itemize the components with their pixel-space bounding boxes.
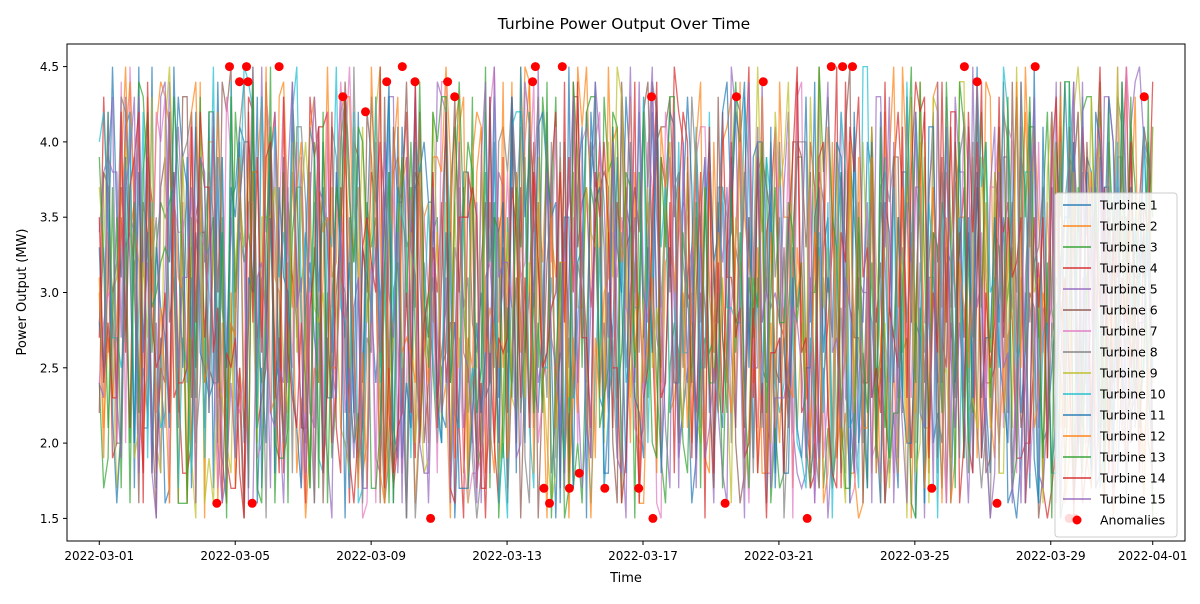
series-line-14	[98, 66, 1154, 519]
anomaly-point-2	[225, 62, 234, 72]
anomaly-point-17	[530, 62, 540, 72]
legend-label-15: Turbine 15	[1099, 492, 1166, 507]
legend-label-2: Turbine 2	[1099, 219, 1158, 234]
y-tick-label: 2.0	[40, 437, 59, 451]
anomaly-point-19	[545, 498, 554, 508]
anomaly-point-28	[731, 92, 741, 102]
y-tick-label: 4.5	[40, 60, 59, 74]
series-line-5	[98, 66, 1154, 519]
anomaly-point-34	[927, 483, 937, 493]
anomaly-point-25	[647, 92, 656, 102]
anomaly-point-35	[959, 62, 969, 72]
legend-box	[1054, 192, 1178, 538]
legend-label-5: Turbine 5	[1099, 282, 1158, 297]
chart-legend: Turbine 1 Turbine 2 Turbine 3 Turbine 4 Turb…	[1054, 192, 1178, 538]
anomaly-point-16	[528, 77, 538, 87]
x-tick-label: 2022-03-01	[64, 549, 134, 563]
x-tick-label: 2022-03-25	[880, 549, 950, 563]
anomaly-point-33	[848, 62, 857, 72]
legend-swatch-anomalies	[1072, 515, 1082, 525]
anomaly-point-13	[426, 513, 436, 523]
legend-label-1: Turbine 1	[1099, 198, 1158, 213]
y-tick-label: 4.0	[40, 135, 59, 149]
anomaly-point-5	[243, 77, 253, 87]
legend-label-13: Turbine 13	[1099, 450, 1166, 465]
anomaly-point-41	[1139, 92, 1149, 102]
anomaly-point-24	[634, 483, 644, 493]
anomaly-point-22	[574, 468, 584, 478]
anomaly-point-1	[212, 498, 222, 508]
legend-label-10: Turbine 10	[1099, 387, 1166, 402]
legend-label-6: Turbine 6	[1099, 303, 1158, 318]
anomaly-point-10	[382, 77, 392, 87]
y-tick-label: 3.0	[40, 286, 59, 300]
anomaly-point-23	[600, 483, 610, 493]
legend-label-14: Turbine 14	[1099, 471, 1166, 486]
x-tick-label: 2022-03-09	[336, 549, 406, 563]
anomaly-point-4	[242, 62, 251, 72]
anomaly-point-31	[826, 62, 836, 72]
anomaly-point-7	[274, 62, 284, 72]
anomaly-point-14	[443, 77, 453, 87]
anomaly-point-27	[720, 498, 730, 508]
legend-label-11: Turbine 11	[1099, 408, 1166, 423]
legend-label-3: Turbine 3	[1099, 240, 1158, 255]
y-axis-label: Power Output (MW)	[15, 229, 30, 356]
anomaly-point-11	[397, 62, 407, 72]
anomaly-point-29	[758, 77, 768, 87]
anomaly-point-36	[972, 77, 982, 87]
legend-label-8: Turbine 8	[1099, 345, 1158, 360]
y-tick-label: 2.5	[40, 361, 59, 375]
x-axis: 2022-03-01 2022-03-05 2022-03-09 2022-03-13…	[64, 541, 1188, 563]
y-tick-label: 1.5	[40, 512, 59, 526]
anomaly-point-9	[361, 107, 370, 117]
anomaly-point-18	[539, 483, 549, 493]
x-tick-label: 2022-04-01	[1118, 549, 1188, 563]
anomaly-point-32	[838, 62, 848, 72]
x-tick-label: 2022-03-21	[744, 549, 814, 563]
legend-label-4: Turbine 4	[1099, 261, 1158, 276]
y-axis: 1.5 2.0 2.5 3.0 3.5 4.0 4.5	[40, 60, 67, 526]
legend-label-7: Turbine 7	[1099, 324, 1158, 339]
anomaly-point-15	[450, 92, 460, 102]
anomaly-layer	[212, 62, 1149, 523]
legend-label-anomalies: Anomalies	[1100, 513, 1165, 528]
anomaly-point-8	[338, 92, 348, 102]
anomaly-point-12	[410, 77, 420, 87]
anomaly-point-20	[557, 62, 567, 72]
legend-label-12: Turbine 12	[1099, 429, 1166, 444]
legend-label-9: Turbine 9	[1099, 366, 1158, 381]
x-axis-label: Time	[609, 571, 642, 586]
x-tick-label: 2022-03-29	[1016, 549, 1086, 563]
x-tick-label: 2022-03-13	[472, 549, 542, 563]
anomaly-point-37	[992, 498, 1002, 508]
chart-title: Turbine Power Output Over Time	[497, 15, 750, 33]
anomaly-point-38	[1030, 62, 1040, 72]
x-tick-label: 2022-03-05	[200, 549, 270, 563]
anomaly-point-21	[564, 483, 574, 493]
anomaly-point-3	[235, 77, 244, 87]
anomaly-point-6	[247, 498, 257, 508]
anomaly-point-26	[648, 513, 658, 523]
x-tick-label: 2022-03-17	[608, 549, 678, 563]
series-layer	[98, 65, 1154, 519]
anomaly-point-30	[802, 513, 812, 523]
y-tick-label: 3.5	[40, 211, 59, 225]
